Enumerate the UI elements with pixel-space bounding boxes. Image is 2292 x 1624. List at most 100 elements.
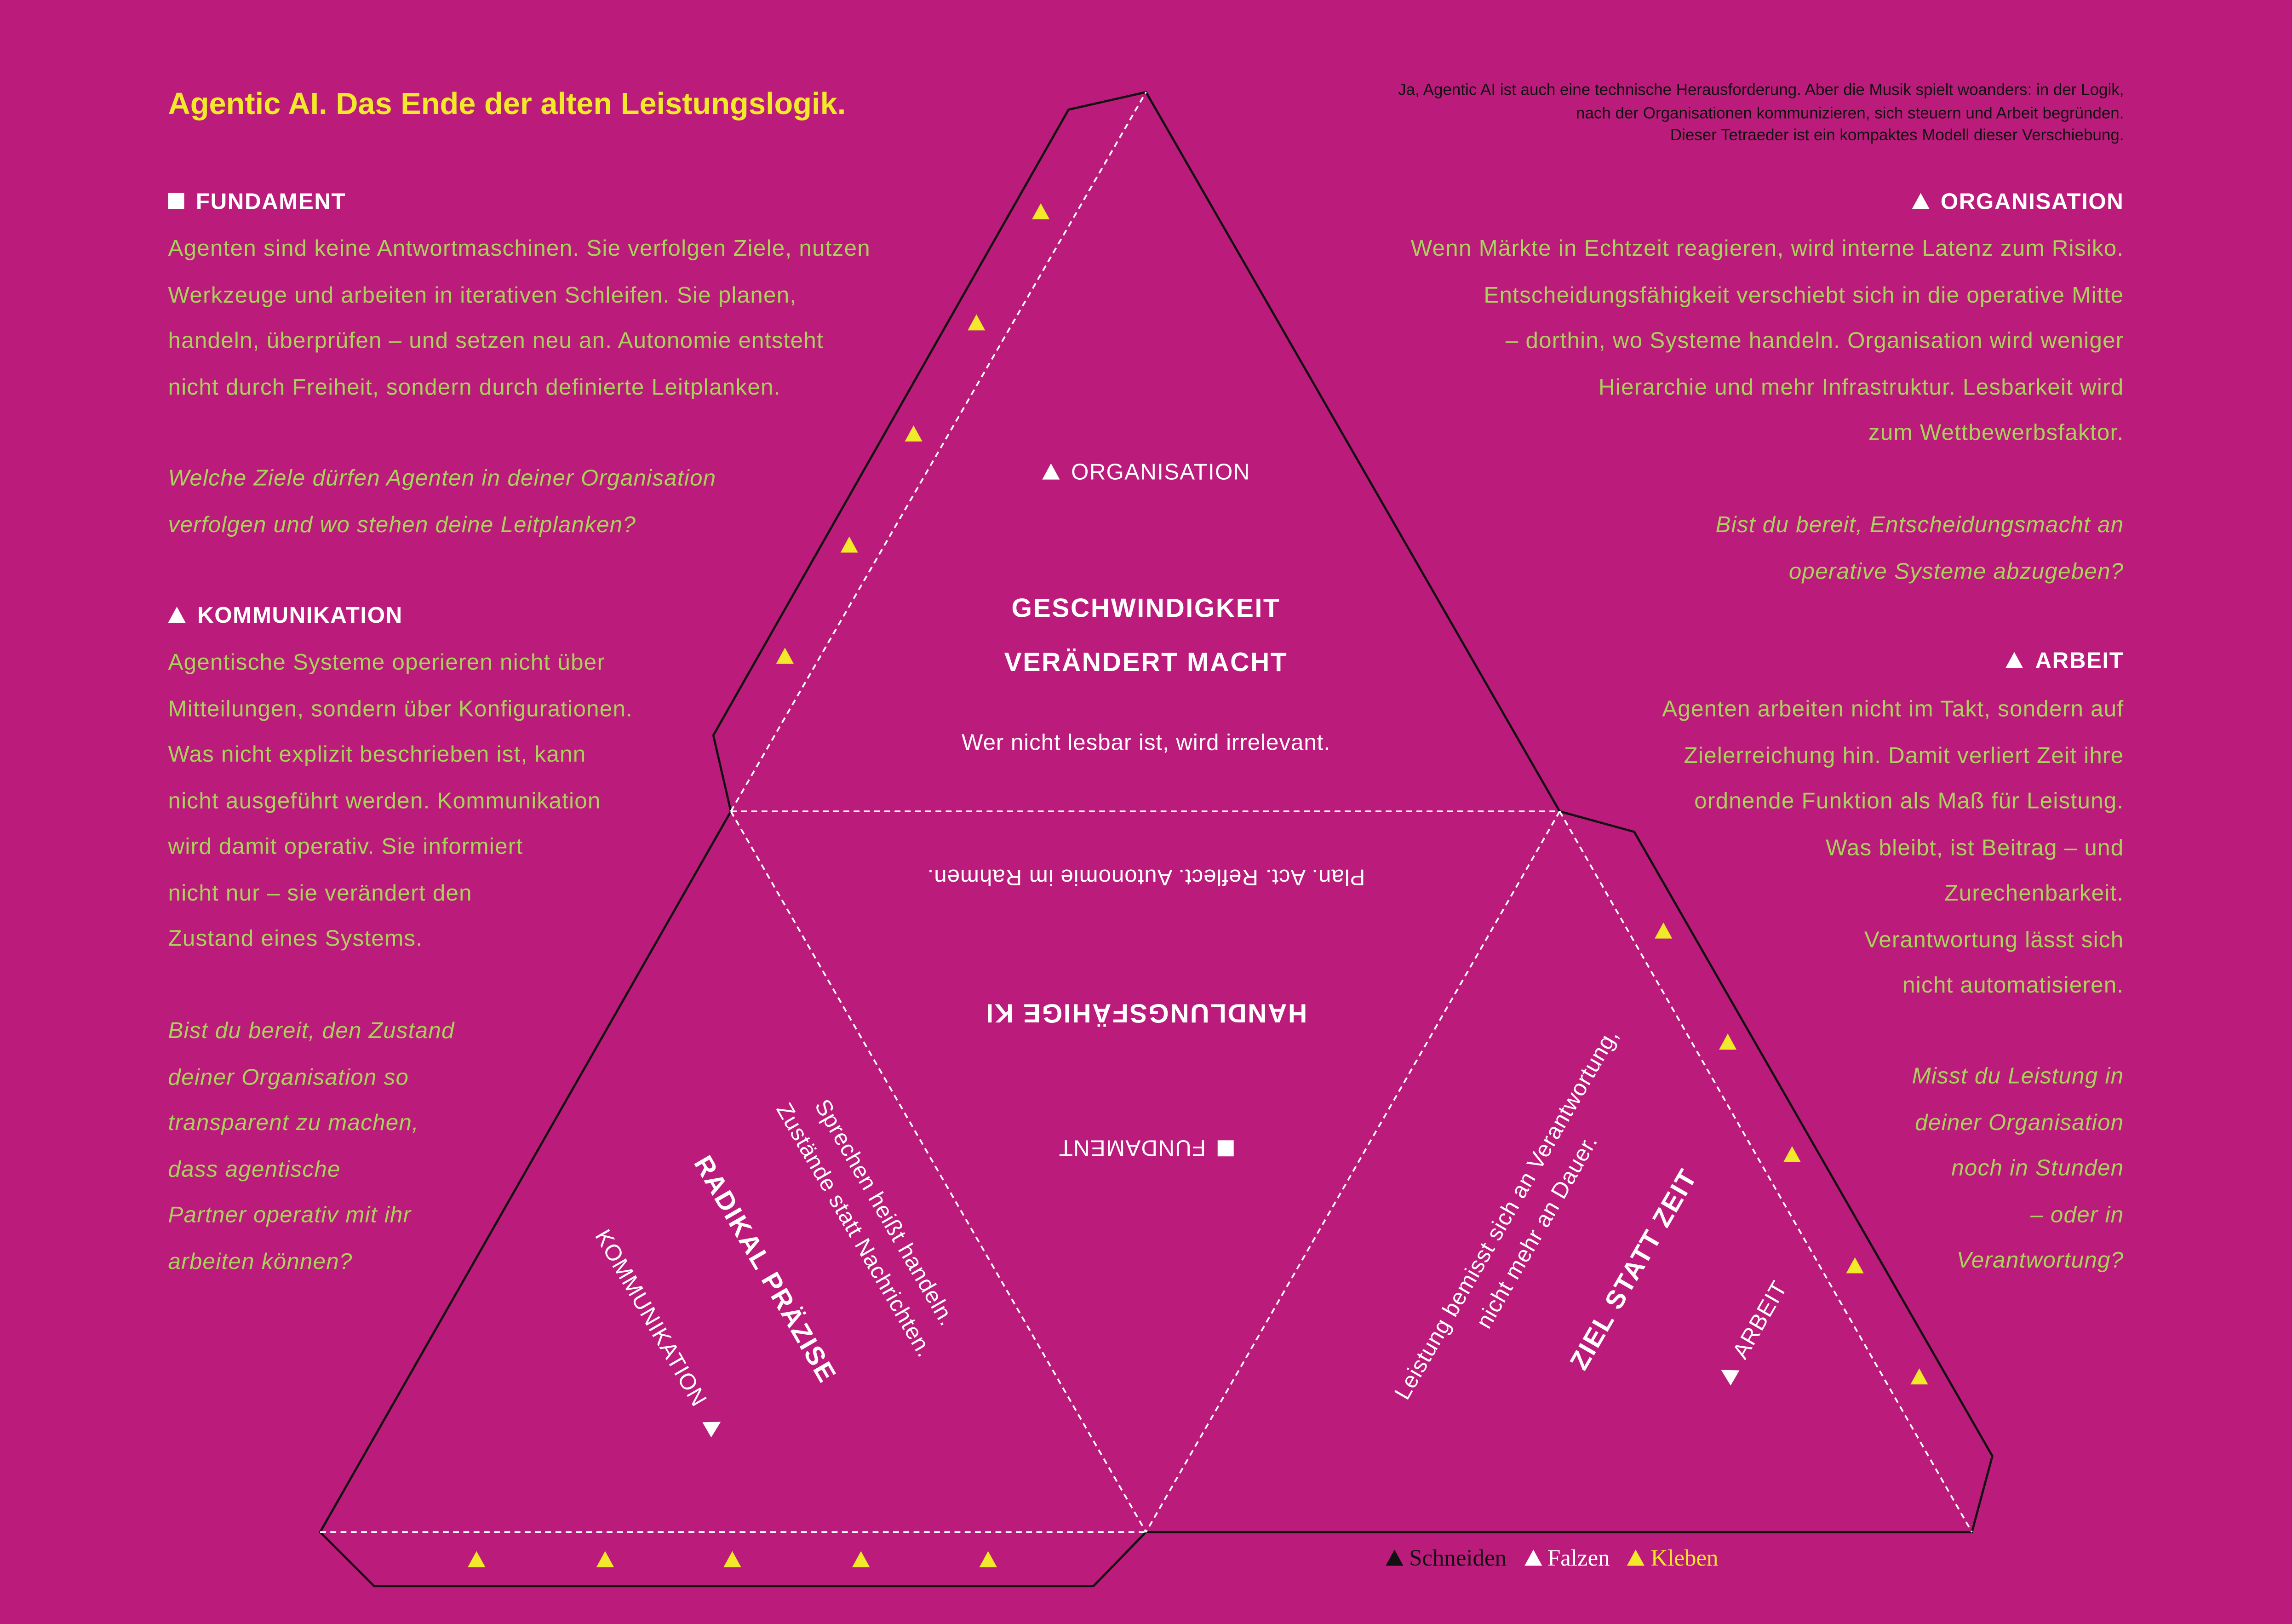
- question-line: dass agentische: [168, 1157, 341, 1182]
- legend: Schneiden Falzen Kleben: [1386, 1547, 1730, 1573]
- triangle-icon: [702, 1414, 725, 1437]
- question-line: Welche Ziele dürfen Agenten in deiner Or…: [168, 466, 716, 491]
- question-line: deiner Organisation: [1915, 1110, 2124, 1136]
- glue-triangle-icon: [596, 1551, 614, 1567]
- body-line: nicht durch Freiheit, sondern durch defi…: [168, 375, 781, 400]
- question-line: arbeiten können?: [168, 1249, 353, 1274]
- glue-triangle-icon: [852, 1551, 870, 1567]
- body-line: Zielerreichung hin. Damit verliert Zeit …: [1684, 743, 2124, 769]
- glue-triangle-icon: [840, 536, 858, 553]
- question-line: Bist du bereit, den Zustand: [168, 1019, 455, 1044]
- glue-triangle-icon: [723, 1551, 741, 1567]
- question-line: Verantwortung?: [1956, 1248, 2124, 1274]
- body-line: Wenn Märkte in Echtzeit reagieren, wird …: [1410, 236, 2124, 262]
- triangle-icon: [168, 607, 186, 623]
- question-line: deiner Organisation so: [168, 1065, 409, 1090]
- question-line: Bist du bereit, Entscheidungsmacht an: [1715, 513, 2124, 538]
- kommunikation-question: Bist du bereit, den Zustand deiner Organ…: [168, 1009, 455, 1285]
- square-icon: [168, 193, 184, 209]
- arbeit-body: Agenten arbeiten nicht im Takt, sondern …: [1662, 687, 2124, 1010]
- body-line: wird damit operativ. Sie informiert: [168, 834, 523, 860]
- glue-triangle-icon: [968, 314, 986, 331]
- glue-triangle-icon: [776, 648, 794, 664]
- organisation-question: Bist du bereit, Entscheidungsmacht an op…: [1716, 503, 2124, 595]
- body-line: Zurechenbarkeit.: [1944, 881, 2124, 907]
- glue-triangle-icon: [1032, 203, 1050, 219]
- heading-label: FUNDAMENT: [195, 190, 346, 215]
- fold-line: [730, 92, 1147, 812]
- cut-line: [319, 91, 1994, 1588]
- heading-label: ARBEIT: [2035, 649, 2124, 674]
- legend-label: Falzen: [1547, 1546, 1610, 1572]
- glue-triangle-icon: [1627, 1549, 1645, 1566]
- glue-triangle-icon: [468, 1551, 486, 1567]
- body-line: Werkzeuge und arbeiten in iterativen Sch…: [168, 283, 797, 308]
- intro-line: Dieser Tetraeder ist ein kompaktes Model…: [1670, 127, 2124, 145]
- triangle-icon: [1042, 463, 1060, 480]
- heading-organisation: ORGANISATION: [1911, 190, 2124, 216]
- heading-label: KOMMUNIKATION: [197, 603, 403, 629]
- question-line: Partner operativ mit ihr: [168, 1203, 412, 1228]
- question-line: Misst du Leistung in: [1912, 1064, 2124, 1090]
- arbeit-question: Misst du Leistung in deiner Organisation…: [1912, 1054, 2124, 1285]
- top-face-label: ORGANISATION: [1000, 460, 1292, 487]
- body-line: Verantwortung lässt sich: [1864, 927, 2124, 953]
- body-line: – dorthin, wo Systeme handeln. Organisat…: [1505, 329, 2124, 354]
- face-title-line: VERÄNDERT MACHT: [1004, 648, 1288, 677]
- triangle-icon: [1911, 193, 1929, 209]
- face-label-text: ORGANISATION: [1071, 460, 1250, 486]
- body-line: Mitteilungen, sondern über Konfiguration…: [168, 696, 633, 722]
- glue-triangle-icon: [905, 425, 923, 442]
- body-line: Entscheidungsfähigkeit verschiebt sich i…: [1484, 283, 2124, 308]
- heading-fundament: FUNDAMENT: [168, 190, 346, 216]
- triangle-icon: [2006, 652, 2024, 668]
- body-line: zum Wettbewerbsfaktor.: [1868, 421, 2124, 446]
- body-line: nicht ausgeführt werden. Kommunikation: [168, 788, 601, 814]
- body-line: nicht nur – sie verändert den: [168, 881, 472, 906]
- intro-line: Ja, Agentic AI ist auch eine technische …: [1398, 81, 2124, 100]
- heading-label: ORGANISATION: [1940, 190, 2124, 215]
- glue-triangle-icon: [979, 1551, 997, 1567]
- question-line: operative Systeme abzugeben?: [1788, 559, 2124, 584]
- page-title: Agentic AI. Das Ende der alten Leistungs…: [168, 87, 846, 121]
- legend-item-fold: Falzen: [1524, 1547, 1610, 1573]
- center-face-label: FUNDAMENT: [1000, 1133, 1292, 1159]
- question-line: transparent zu machen,: [168, 1111, 419, 1136]
- body-line: Was bleibt, ist Beitrag – und: [1825, 835, 2124, 861]
- glue-triangle-icon: [1719, 1033, 1737, 1050]
- square-icon: [1217, 1140, 1234, 1157]
- body-line: Zustand eines Systems.: [168, 927, 423, 952]
- body-line: handeln, überprüfen – und setzen neu an.…: [168, 329, 824, 354]
- glue-triangle-icon: [1910, 1368, 1928, 1385]
- fold-triangle-icon: [1524, 1549, 1542, 1566]
- body-line: ordnende Funktion als Maß für Leistung.: [1694, 789, 2124, 815]
- fold-line: [730, 811, 1147, 1533]
- question-line: – oder in: [2030, 1202, 2124, 1228]
- fundament-body: Agenten sind keine Antwortmaschinen. Sie…: [168, 227, 871, 411]
- question-line: noch in Stunden: [1951, 1156, 2124, 1182]
- top-face-title: GESCHWINDIGKEIT VERÄNDERT MACHT: [912, 582, 1380, 690]
- intro-line: nach der Organisationen kommunizieren, s…: [1576, 104, 2124, 122]
- body-line: nicht automatisieren.: [1902, 973, 2124, 999]
- body-line: Agenten sind keine Antwortmaschinen. Sie…: [168, 236, 871, 262]
- fold-line: [1145, 811, 1561, 1533]
- glue-triangle-icon: [1783, 1146, 1801, 1162]
- heading-kommunikation: KOMMUNIKATION: [168, 604, 403, 630]
- face-label-text: FUNDAMENT: [1058, 1134, 1206, 1159]
- body-line: Was nicht explizit beschrieben ist, kann: [168, 742, 586, 768]
- kommunikation-body: Agentische Systeme operieren nicht über …: [168, 640, 633, 963]
- center-face-subtitle: Plan. Act. Reflect. Autonomie im Rahmen.: [927, 864, 1365, 889]
- top-face-subtitle: Wer nicht lesbar ist, wird irrelevant.: [962, 731, 1330, 756]
- heading-arbeit: ARBEIT: [2006, 649, 2124, 675]
- glue-triangle-icon: [1655, 922, 1673, 939]
- triangle-icon: [1716, 1362, 1740, 1386]
- center-face-title: HANDLUNGSFÄHIGE KI: [985, 998, 1307, 1028]
- face-title-line: GESCHWINDIGKEIT: [1011, 593, 1281, 623]
- organisation-body: Wenn Märkte in Echtzeit reagieren, wird …: [1411, 227, 2124, 457]
- fold-line: [1559, 811, 1973, 1533]
- legend-label: Kleben: [1650, 1546, 1719, 1572]
- body-line: Agentische Systeme operieren nicht über: [168, 650, 606, 676]
- fundament-question: Welche Ziele dürfen Agenten in deiner Or…: [168, 456, 716, 548]
